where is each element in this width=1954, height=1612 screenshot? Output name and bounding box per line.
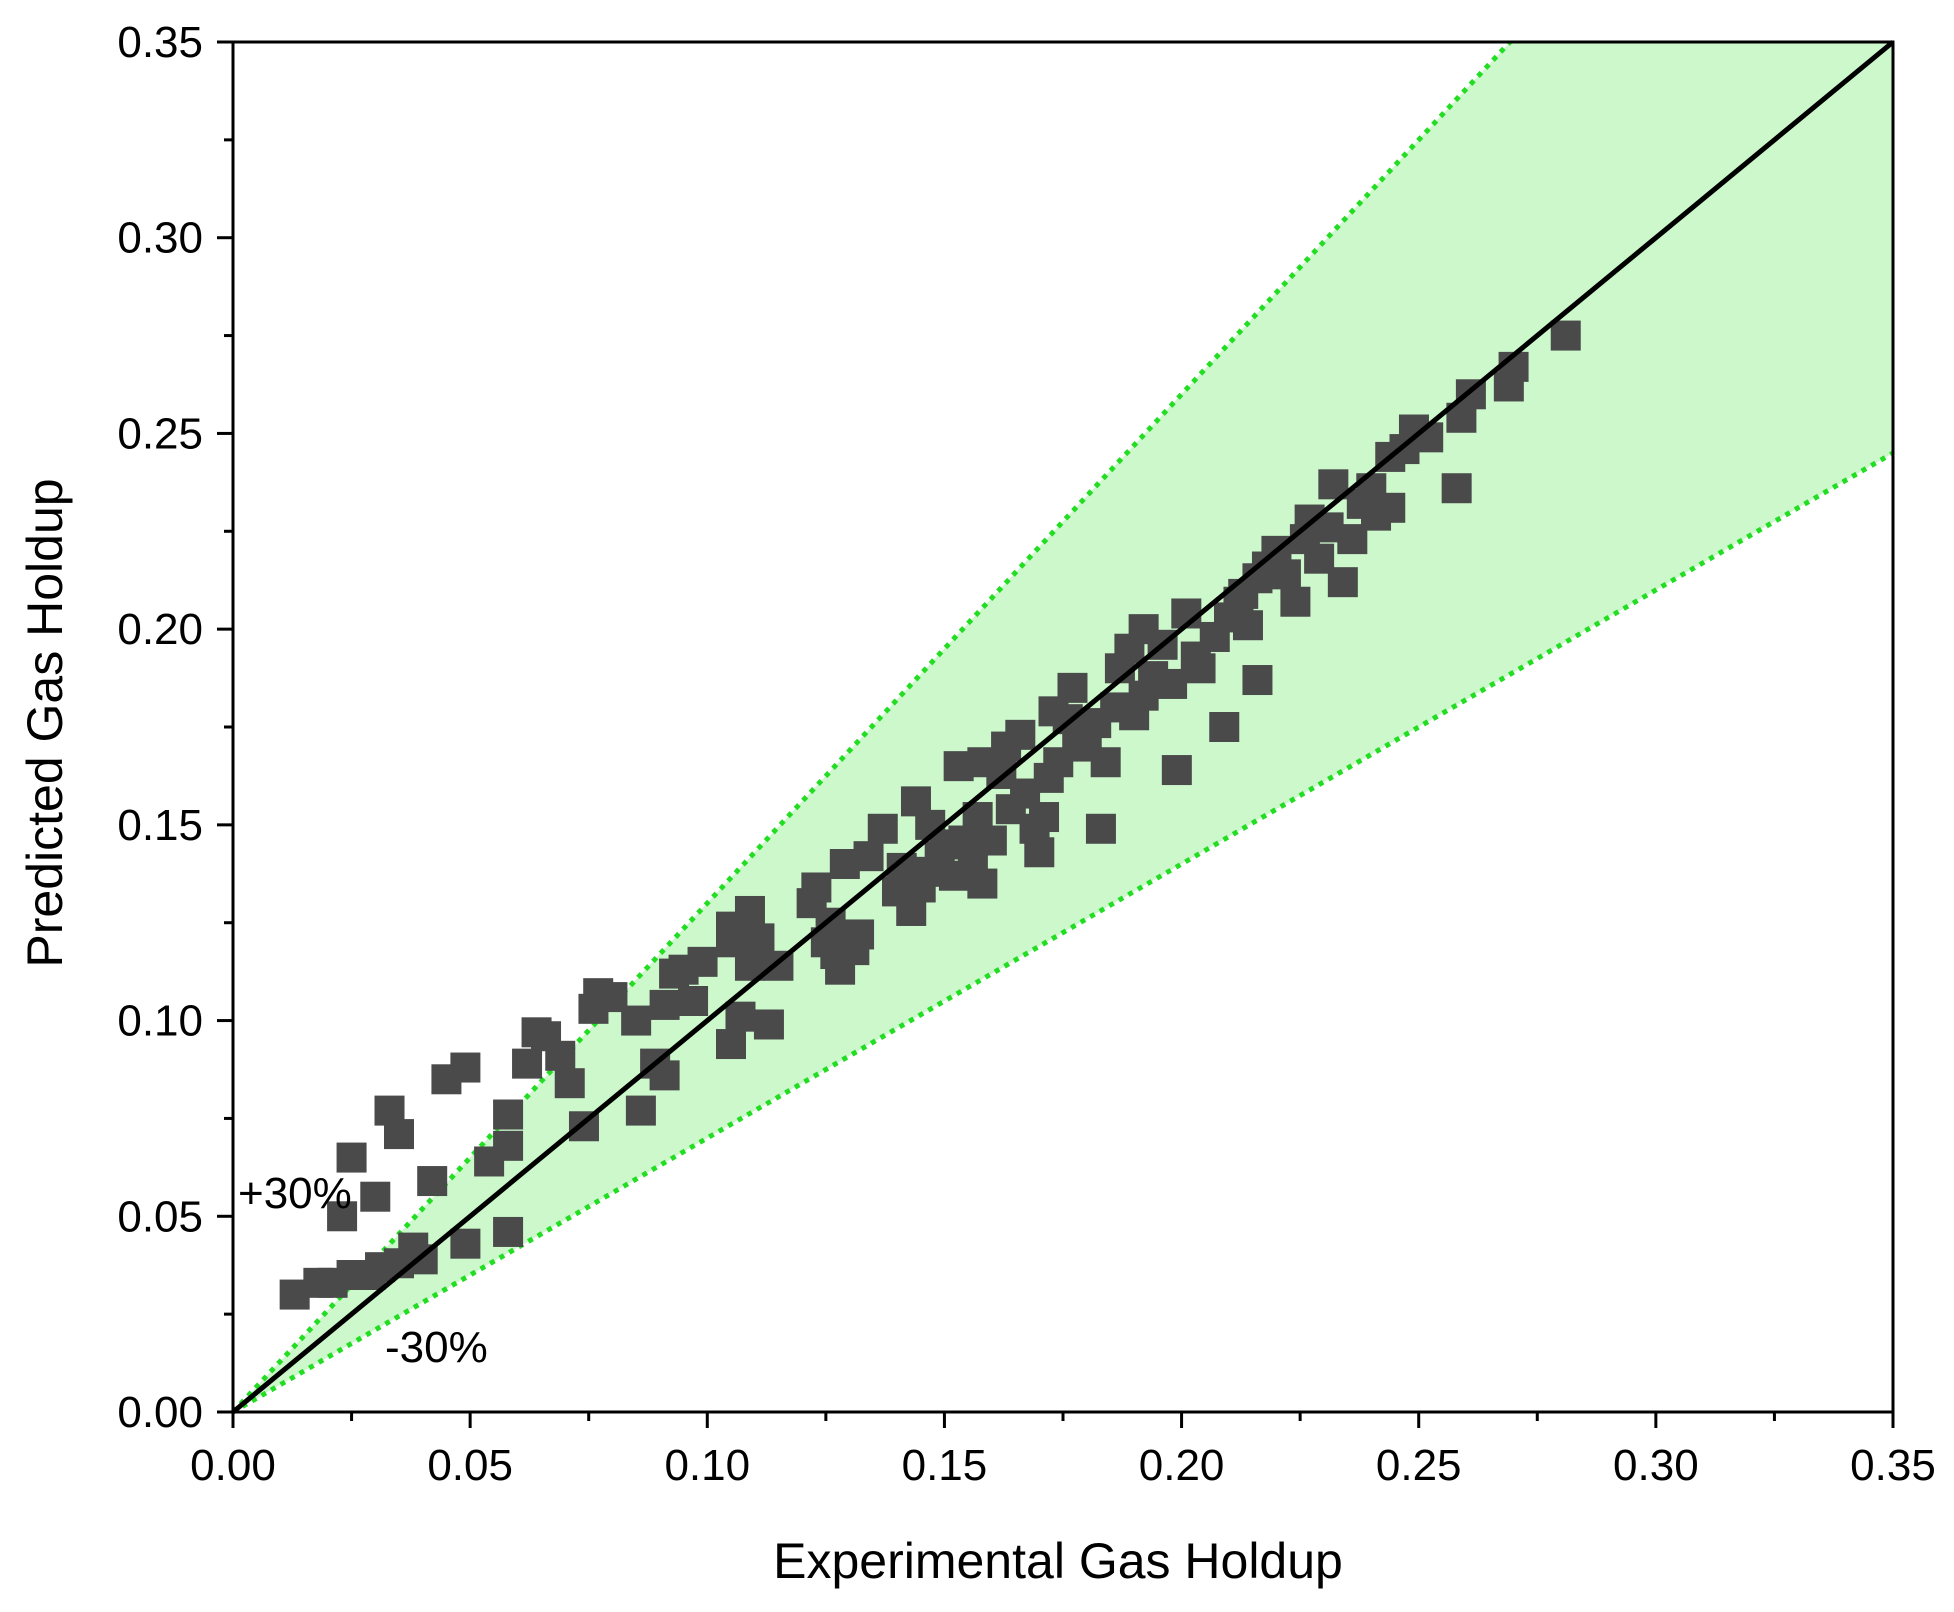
data-point [1375, 492, 1406, 523]
data-point [1005, 719, 1036, 750]
data-point [1029, 802, 1060, 833]
x-tick-label: 0.00 [190, 1441, 276, 1490]
data-point [725, 1001, 756, 1032]
data-point [801, 872, 832, 903]
y-tick-label: 0.00 [117, 1388, 203, 1437]
y-tick-label: 0.20 [117, 605, 203, 654]
data-point [867, 813, 898, 844]
data-point [450, 1052, 481, 1083]
minus-30-percent-line [231, 450, 1895, 1415]
data-point [1280, 586, 1311, 617]
data-point [398, 1232, 429, 1263]
data-point [1270, 559, 1301, 590]
x-tick-label: 0.10 [664, 1441, 750, 1490]
data-point [374, 1095, 405, 1126]
data-point [649, 989, 680, 1020]
parity-line [231, 40, 1895, 1414]
data-point [1242, 665, 1273, 696]
y-tick-label: 0.15 [117, 801, 203, 850]
data-point [417, 1166, 448, 1197]
data-point [1550, 320, 1581, 351]
data-point [531, 1021, 562, 1052]
data-point [844, 919, 875, 950]
x-tick-label: 0.05 [427, 1441, 513, 1490]
x-axis-ticks: 0.00 0.05 0.10 0.15 0.20 0.25 0.30 0.35 [190, 1412, 1936, 1490]
data-point [1232, 610, 1263, 641]
x-axis-title: Experimental Gas Holdup [773, 1533, 1343, 1589]
data-point [1161, 755, 1192, 786]
data-point [1090, 747, 1121, 778]
minus-30-annotation: -30% [385, 1323, 488, 1372]
data-point [1024, 837, 1055, 868]
y-axis-ticks: 0.00 0.05 0.10 0.15 0.20 0.25 0.30 0.35 [117, 18, 233, 1437]
data-point [360, 1181, 391, 1212]
y-tick-label: 0.10 [117, 997, 203, 1046]
data-point [1185, 653, 1216, 684]
data-point [1327, 567, 1358, 598]
data-point [967, 868, 998, 899]
data-point [554, 1068, 585, 1099]
y-tick-label: 0.25 [117, 409, 203, 458]
y-axis-title: Predicted Gas Holdup [17, 478, 73, 967]
data-point [753, 1009, 784, 1040]
data-point [1085, 813, 1116, 844]
data-point [625, 1095, 656, 1126]
y-tick-label: 0.35 [117, 18, 203, 67]
x-tick-label: 0.20 [1139, 1441, 1225, 1490]
data-point [687, 946, 718, 977]
data-point [678, 986, 709, 1016]
data-point [744, 923, 775, 954]
data-point [336, 1142, 367, 1173]
x-tick-label: 0.30 [1613, 1441, 1699, 1490]
data-point [1209, 712, 1240, 742]
data-points [279, 320, 1581, 1310]
y-tick-label: 0.30 [117, 214, 203, 263]
data-point [716, 911, 746, 942]
data-point [493, 1216, 524, 1247]
data-point [716, 1029, 746, 1060]
data-point [327, 1201, 358, 1232]
data-point [493, 1130, 524, 1161]
x-tick-label: 0.35 [1850, 1441, 1936, 1490]
x-tick-label: 0.25 [1376, 1441, 1462, 1490]
data-point [976, 825, 1007, 856]
data-point [512, 1048, 543, 1079]
data-point [1157, 668, 1188, 699]
data-point [450, 1228, 481, 1259]
data-point [1057, 672, 1088, 703]
plus-30-annotation: +30% [238, 1169, 352, 1218]
x-tick-label: 0.15 [902, 1441, 988, 1490]
data-point [853, 841, 884, 872]
data-point [583, 978, 614, 1009]
data-point [493, 1099, 524, 1130]
data-point [1441, 473, 1472, 504]
y-tick-label: 0.05 [117, 1192, 203, 1241]
